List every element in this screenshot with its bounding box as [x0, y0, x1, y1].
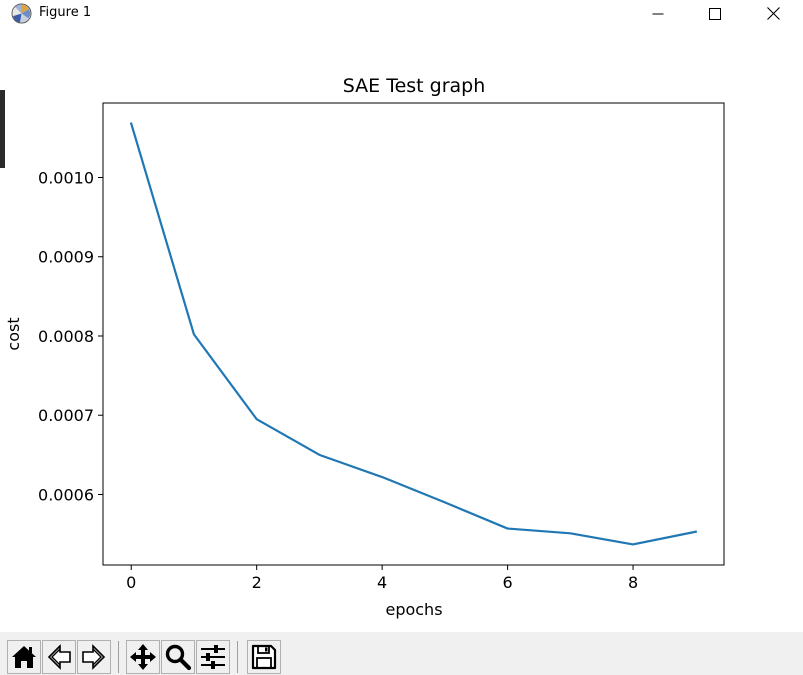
configure-subplots-button[interactable]	[196, 640, 230, 674]
move-arrows-icon	[130, 644, 156, 670]
y-axis-label: cost	[5, 317, 23, 350]
background-window-edge	[0, 90, 5, 168]
maximize-button[interactable]	[692, 0, 737, 27]
y-axis: 0.0006 0.0007 0.0008 0.0009 0.0010	[38, 168, 103, 504]
home-button[interactable]	[7, 640, 41, 674]
x-tick-label: 4	[377, 573, 387, 592]
series-layer	[129, 122, 698, 546]
toolbar-separator	[237, 641, 238, 673]
minimize-icon	[652, 13, 663, 14]
y-tick-label: 0.0010	[38, 168, 94, 187]
y-tick-label: 0.0009	[38, 248, 94, 267]
y-tick-label: 0.0008	[38, 327, 94, 346]
maximize-icon	[708, 7, 721, 20]
navigation-toolbar	[0, 632, 803, 675]
series-line	[129, 122, 698, 546]
forward-button[interactable]	[77, 640, 111, 674]
x-axis-label: epochs	[385, 600, 442, 619]
floppy-disk-icon	[251, 644, 277, 670]
x-tick-label: 6	[502, 573, 512, 592]
zoom-button[interactable]	[161, 640, 195, 674]
x-tick-label: 0	[126, 573, 136, 592]
forward-arrow-icon	[82, 644, 106, 670]
y-tick-label: 0.0006	[38, 485, 94, 504]
plot-area	[102, 102, 725, 566]
matplotlib-logo-icon	[11, 3, 32, 24]
pan-button[interactable]	[126, 640, 160, 674]
save-button[interactable]	[247, 640, 281, 674]
chart-title: SAE Test graph	[343, 75, 486, 97]
y-tick-label: 0.0007	[38, 406, 94, 425]
magnifier-icon	[165, 644, 192, 671]
close-icon	[767, 7, 780, 20]
back-arrow-icon	[47, 644, 71, 670]
sliders-icon	[201, 645, 225, 669]
x-tick-label: 2	[252, 573, 262, 592]
close-button[interactable]	[751, 0, 796, 27]
title-bar: Figure 1	[0, 0, 803, 27]
minimize-button[interactable]	[635, 0, 680, 27]
window-title: Figure 1	[39, 5, 92, 20]
x-axis: 0 2 4 6 8	[126, 565, 638, 592]
x-tick-label: 8	[628, 573, 638, 592]
toolbar-separator	[118, 641, 119, 673]
home-icon	[12, 646, 36, 668]
back-button[interactable]	[42, 640, 76, 674]
